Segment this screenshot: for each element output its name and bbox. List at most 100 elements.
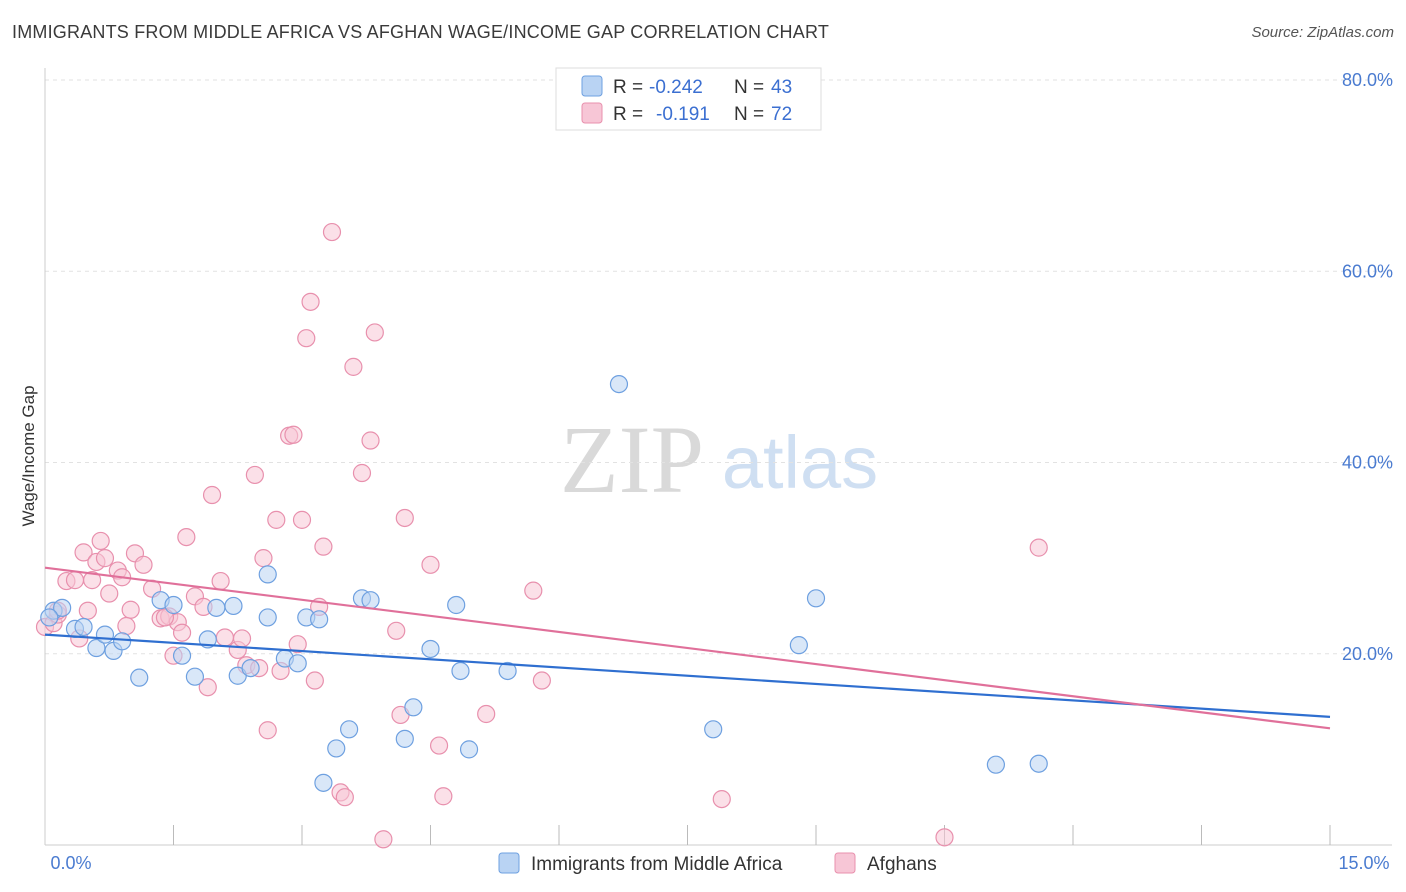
y-tick-label-60: 60.0% [1342, 261, 1393, 281]
point-blue-10 [164, 595, 183, 615]
legend-r-label-pink: R = [613, 104, 643, 125]
point-blue-36 [609, 374, 629, 394]
trend-line-blue [44, 633, 1331, 718]
point-pink-24 [177, 527, 196, 547]
point-blue-29 [395, 729, 414, 748]
point-blue-3 [74, 617, 93, 637]
legend-r-value-blue: -0.242 [649, 77, 703, 98]
point-pink-38 [267, 510, 286, 529]
point-pink-10 [95, 549, 115, 568]
point-pink-15 [121, 600, 140, 619]
point-blue-14 [207, 598, 226, 617]
point-pink-11 [100, 584, 119, 603]
point-blue-32 [447, 595, 466, 615]
point-blue-11 [172, 646, 192, 665]
point-blue-40 [986, 755, 1006, 774]
point-pink-42 [288, 635, 307, 654]
point-pink-28 [202, 485, 222, 505]
series-immigrants-middle-africa [40, 374, 1048, 792]
point-pink-52 [344, 357, 363, 376]
point-blue-18 [258, 608, 277, 627]
point-blue-23 [310, 610, 329, 629]
point-blue-24 [314, 773, 333, 792]
point-blue-21 [288, 654, 307, 673]
point-pink-41 [284, 425, 303, 444]
point-pink-32 [232, 629, 252, 648]
point-blue-17 [241, 658, 260, 678]
point-pink-6 [74, 543, 93, 562]
point-blue-7 [112, 632, 132, 651]
point-blue-8 [130, 668, 149, 687]
point-blue-31 [421, 639, 440, 659]
point-pink-56 [374, 830, 393, 849]
legend-swatch-blue [581, 75, 603, 97]
point-blue-26 [340, 720, 359, 739]
point-pink-60 [421, 555, 440, 574]
point-pink-29 [211, 571, 230, 591]
point-blue-19 [258, 565, 277, 584]
trend-lines [44, 566, 1331, 730]
source-credit: Source: ZipAtlas.com [1251, 24, 1394, 41]
x-tick-label-min: 0.0% [50, 853, 91, 873]
y-axis-title: Wage/Income Gap [19, 385, 38, 526]
trend-line-pink [44, 566, 1331, 730]
legend-swatch-pink [581, 102, 603, 124]
point-blue-39 [806, 589, 826, 608]
legend-n-label-blue: N = [734, 77, 764, 98]
y-tick-labels: 20.0% 40.0% 60.0% 80.0% [1342, 70, 1393, 664]
point-pink-65 [532, 671, 551, 690]
point-pink-70 [78, 601, 97, 620]
point-pink-57 [387, 621, 406, 640]
point-pink-14 [117, 616, 136, 636]
point-blue-35 [498, 661, 517, 681]
point-blue-42 [40, 608, 59, 627]
point-pink-43 [292, 510, 312, 529]
point-pink-61 [429, 736, 449, 755]
point-blue-38 [789, 636, 808, 655]
bottom-legend-label-blue: Immigrants from Middle Africa [531, 854, 783, 875]
series-afghans [35, 222, 1048, 849]
point-blue-41 [1029, 754, 1048, 773]
point-blue-12 [185, 667, 205, 686]
point-pink-44 [297, 329, 316, 348]
point-blue-15 [224, 596, 243, 616]
point-pink-49 [322, 222, 342, 242]
stats-legend: R = -0.242 N = 43 R = -0.191 N = 72 [555, 67, 822, 131]
y-tick-label-40: 40.0% [1342, 453, 1393, 473]
point-blue-13 [198, 630, 217, 649]
legend-n-value-blue: 43 [771, 77, 792, 98]
bottom-legend-swatch-blue [498, 852, 520, 874]
point-pink-30 [215, 628, 234, 647]
point-pink-4 [65, 571, 85, 590]
bottom-legend-label-pink: Afghans [867, 854, 937, 875]
point-pink-9 [91, 531, 110, 551]
point-blue-33 [451, 661, 470, 681]
point-blue-1 [53, 598, 72, 617]
watermark-zip: ZIP [560, 406, 704, 513]
point-blue-5 [95, 625, 115, 644]
point-pink-48 [314, 537, 333, 556]
legend-r-label-blue: R = [613, 77, 643, 98]
gridlines [45, 79, 1392, 655]
chart-title: IMMIGRANTS FROM MIDDLE AFRICA VS AFGHAN … [12, 22, 830, 42]
point-pink-45 [301, 292, 320, 311]
point-blue-30 [404, 698, 423, 717]
point-pink-54 [361, 431, 380, 450]
legend-n-value-pink: 72 [771, 104, 792, 125]
point-pink-64 [524, 581, 543, 600]
axes [44, 68, 1392, 846]
point-blue-28 [361, 591, 380, 610]
point-pink-62 [434, 787, 453, 806]
point-pink-34 [245, 465, 264, 485]
y-tick-label-80: 80.0% [1342, 70, 1393, 90]
point-pink-68 [1029, 538, 1048, 557]
point-pink-7 [83, 571, 102, 590]
point-pink-59 [395, 508, 414, 528]
point-blue-34 [459, 740, 479, 759]
point-blue-25 [327, 739, 346, 758]
y-tick-label-20: 20.0% [1342, 644, 1393, 664]
legend-n-label-pink: N = [734, 104, 764, 125]
point-pink-71 [155, 608, 175, 627]
point-pink-66 [712, 789, 731, 809]
